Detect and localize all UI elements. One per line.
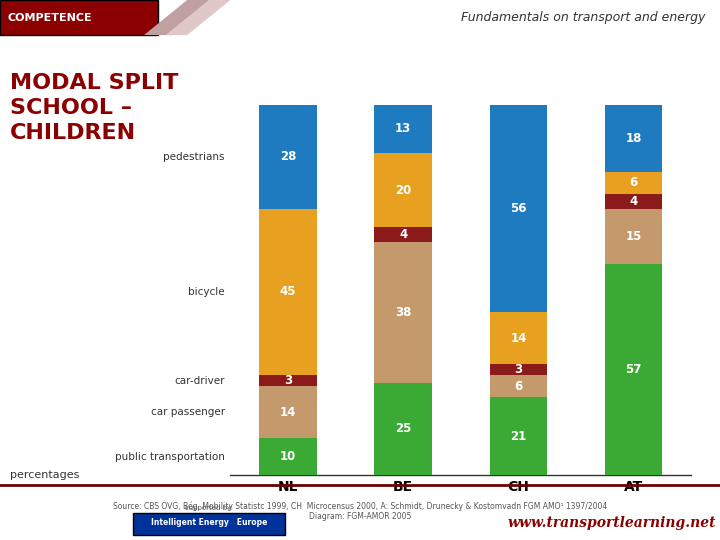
Bar: [605, 105, 662, 172]
Bar: [259, 438, 317, 475]
Bar: [490, 364, 547, 375]
Text: car-driver: car-driver: [174, 376, 225, 386]
Bar: [490, 397, 547, 475]
Text: 4: 4: [399, 228, 408, 241]
Bar: [374, 383, 432, 475]
Text: 4: 4: [629, 195, 638, 208]
Bar: [605, 172, 662, 194]
Text: car passenger: car passenger: [150, 407, 225, 417]
Text: 56: 56: [510, 202, 526, 215]
Bar: [490, 105, 547, 312]
Bar: [374, 227, 432, 242]
Bar: [259, 208, 317, 375]
Text: 57: 57: [626, 363, 642, 376]
Text: 20: 20: [395, 184, 411, 197]
Bar: [605, 264, 662, 475]
Text: 21: 21: [510, 430, 526, 443]
Text: public transportation: public transportation: [114, 451, 225, 462]
Bar: [259, 105, 317, 208]
Text: COMPETENCE: COMPETENCE: [7, 12, 92, 23]
Text: 10: 10: [280, 450, 296, 463]
FancyBboxPatch shape: [0, 0, 158, 35]
Text: 45: 45: [280, 286, 296, 299]
Text: supported by:: supported by:: [185, 505, 233, 511]
Polygon shape: [144, 0, 216, 35]
Text: 15: 15: [626, 230, 642, 243]
Polygon shape: [166, 0, 230, 35]
Bar: [490, 375, 547, 397]
Bar: [374, 242, 432, 383]
Text: MODAL SPLIT
SCHOOL –
CHILDREN: MODAL SPLIT SCHOOL – CHILDREN: [10, 73, 179, 143]
Bar: [605, 208, 662, 264]
Text: Source: CBS OVG, Bég, Mobility Statistc 1999, CH  Microcensus 2000, A: Schmidt,: Source: CBS OVG, Bég, Mobility Statistc…: [113, 501, 607, 521]
Text: 18: 18: [626, 132, 642, 145]
Text: 13: 13: [395, 123, 411, 136]
Text: 6: 6: [514, 380, 523, 393]
Text: 28: 28: [280, 150, 296, 163]
Text: 6: 6: [629, 176, 638, 189]
Bar: [374, 105, 432, 153]
Text: Fundamentals on transport and energy: Fundamentals on transport and energy: [462, 11, 706, 24]
Text: percentages: percentages: [10, 470, 79, 480]
Bar: [490, 312, 547, 364]
Bar: [259, 375, 317, 386]
Text: pedestrians: pedestrians: [163, 152, 225, 162]
Text: 3: 3: [514, 363, 523, 376]
Text: 14: 14: [280, 406, 296, 419]
Text: bicycle: bicycle: [188, 287, 225, 297]
Bar: [605, 194, 662, 208]
Text: 14: 14: [510, 332, 526, 345]
Text: Intelligent Energy   Europe: Intelligent Energy Europe: [150, 518, 267, 528]
Text: www.transportlearning.net: www.transportlearning.net: [508, 516, 716, 530]
FancyBboxPatch shape: [132, 513, 285, 536]
Bar: [259, 386, 317, 438]
Bar: [374, 153, 432, 227]
Text: 25: 25: [395, 422, 411, 435]
Text: 38: 38: [395, 306, 411, 319]
Text: 3: 3: [284, 374, 292, 387]
